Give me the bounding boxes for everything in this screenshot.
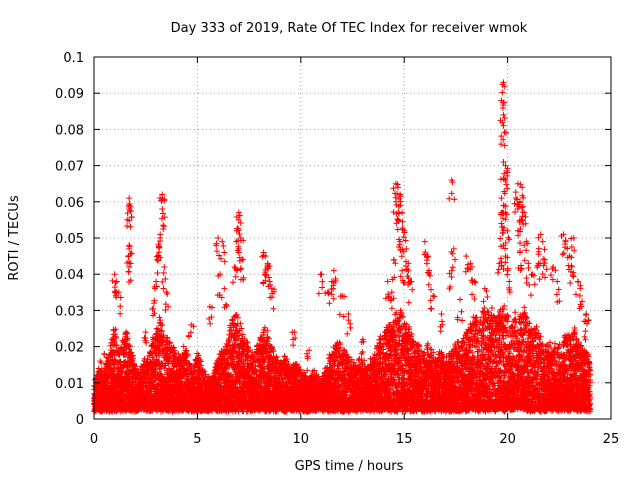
data-point <box>124 330 131 337</box>
data-point <box>122 330 129 337</box>
data-point <box>128 349 135 356</box>
data-point <box>129 356 136 363</box>
data-point <box>124 377 131 384</box>
data-point <box>100 386 107 393</box>
data-point <box>137 375 144 382</box>
data-point <box>111 331 118 338</box>
data-point <box>95 399 102 406</box>
data-point <box>100 375 107 382</box>
data-point <box>120 351 127 358</box>
data-point <box>111 338 118 345</box>
data-point <box>108 365 115 372</box>
data-point <box>112 326 119 333</box>
data-point <box>103 381 110 388</box>
data-point <box>264 328 271 335</box>
data-point <box>107 342 114 349</box>
data-point <box>116 358 123 365</box>
data-point <box>124 363 131 370</box>
data-point <box>103 354 110 361</box>
data-point <box>120 408 127 415</box>
data-point <box>125 381 132 388</box>
data-point <box>104 392 111 399</box>
data-point <box>124 371 131 378</box>
data-point <box>128 383 135 390</box>
data-point <box>104 373 111 380</box>
data-point <box>112 333 119 340</box>
data-point <box>133 370 140 377</box>
data-point <box>129 352 136 359</box>
data-point <box>132 371 139 378</box>
data-point <box>107 352 114 359</box>
data-point <box>95 394 102 401</box>
data-point <box>111 404 118 411</box>
data-point <box>132 396 139 403</box>
data-point <box>108 397 115 404</box>
data-point <box>111 389 118 396</box>
data-point <box>156 314 163 321</box>
data-point <box>108 339 115 346</box>
data-point <box>103 405 110 412</box>
data-point <box>124 335 131 342</box>
data-points <box>91 79 594 415</box>
data-point <box>125 343 132 350</box>
data-point <box>120 387 127 394</box>
data-point <box>129 376 136 383</box>
data-point <box>121 362 128 369</box>
data-point <box>108 389 115 396</box>
data-point <box>107 379 114 386</box>
data-point <box>109 351 116 358</box>
data-point <box>113 342 120 349</box>
data-point <box>104 364 111 371</box>
data-point <box>129 367 136 374</box>
